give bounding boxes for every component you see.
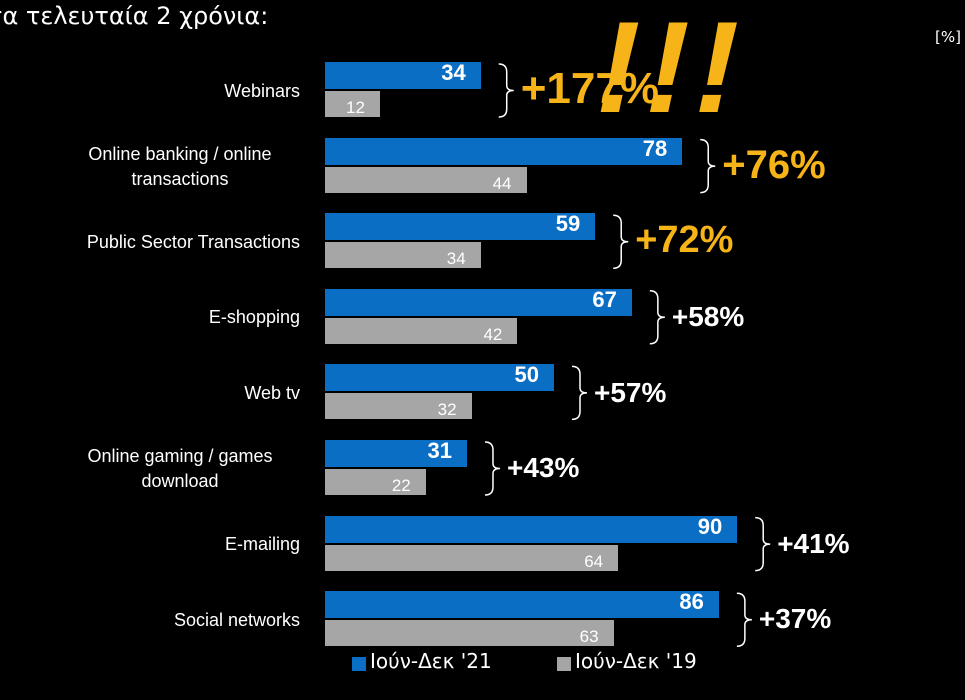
brace bbox=[571, 365, 588, 421]
category-label: Online banking / online transactions bbox=[0, 139, 300, 195]
growth-label: +43% bbox=[506, 452, 580, 484]
category-label: E-mailing bbox=[0, 517, 300, 573]
bar bbox=[325, 440, 467, 467]
category-text: Webinars bbox=[224, 80, 300, 101]
growth-label: +41% bbox=[777, 527, 850, 559]
bar bbox=[325, 515, 738, 543]
bar bbox=[325, 62, 481, 89]
value-label: 12 bbox=[346, 98, 365, 117]
legend-label: Ιούν-Δεκ '19 bbox=[575, 649, 697, 673]
value-label: 63 bbox=[579, 627, 599, 647]
category-text: Web tv bbox=[244, 382, 300, 403]
bar bbox=[325, 317, 518, 344]
category-text: Public Sector Transactions bbox=[86, 231, 300, 252]
growth-label: +76% bbox=[722, 143, 826, 188]
brace bbox=[649, 290, 665, 345]
category-label: E-shopping bbox=[0, 290, 300, 346]
brace bbox=[700, 138, 716, 194]
chart-title: τα τελευταία 2 χρόνια: bbox=[0, 2, 269, 30]
brace bbox=[736, 592, 752, 647]
value-label: 90 bbox=[697, 513, 723, 539]
value-label: 44 bbox=[492, 173, 512, 193]
brace bbox=[755, 516, 771, 572]
value-label: 64 bbox=[584, 551, 604, 571]
brace bbox=[613, 214, 629, 269]
bar bbox=[325, 213, 596, 241]
bar bbox=[325, 393, 472, 420]
category-text: E-mailing bbox=[224, 534, 300, 555]
bar bbox=[325, 288, 632, 316]
category-text: Online gaming / games download bbox=[87, 446, 273, 491]
value-label: 34 bbox=[441, 60, 466, 85]
value-label: 78 bbox=[642, 135, 668, 161]
value-label: 22 bbox=[391, 476, 411, 495]
value-label: 42 bbox=[483, 324, 503, 344]
growth-label: +37% bbox=[758, 603, 832, 635]
category-text: Online banking / online transactions bbox=[88, 143, 272, 189]
category-text: Social networks bbox=[173, 609, 300, 630]
bar bbox=[325, 469, 426, 495]
value-label: 59 bbox=[555, 211, 581, 237]
category-label: Web tv bbox=[0, 365, 300, 421]
growth-label: +58% bbox=[671, 300, 745, 332]
brace bbox=[498, 63, 514, 118]
growth-label: +57% bbox=[594, 376, 667, 408]
brace bbox=[484, 441, 501, 496]
value-label: 50 bbox=[514, 362, 539, 388]
category-label: Social networks bbox=[0, 592, 300, 648]
category-label: Public Sector Transactions bbox=[0, 214, 300, 270]
bar bbox=[325, 242, 481, 269]
category-label: Online gaming / games download bbox=[0, 441, 300, 497]
bar bbox=[325, 591, 719, 619]
bar bbox=[325, 166, 527, 193]
value-label: 31 bbox=[427, 438, 452, 463]
value-label: 86 bbox=[679, 589, 704, 615]
bar bbox=[325, 137, 683, 165]
value-label: 67 bbox=[592, 286, 617, 312]
growth-label: +177% bbox=[520, 64, 659, 114]
bar bbox=[325, 544, 619, 571]
bar bbox=[325, 620, 614, 647]
unit-label: [%] bbox=[935, 28, 961, 46]
value-label: 32 bbox=[437, 400, 457, 420]
category-label: Webinars bbox=[0, 63, 300, 119]
legend-swatch bbox=[557, 657, 571, 671]
bar bbox=[325, 91, 380, 117]
legend-swatch bbox=[352, 657, 366, 671]
value-label: 34 bbox=[446, 249, 466, 269]
bar bbox=[325, 364, 554, 392]
growth-label: +72% bbox=[635, 219, 734, 262]
legend-label: Ιούν-Δεκ '21 bbox=[370, 649, 492, 673]
category-text: E-shopping bbox=[208, 307, 300, 328]
